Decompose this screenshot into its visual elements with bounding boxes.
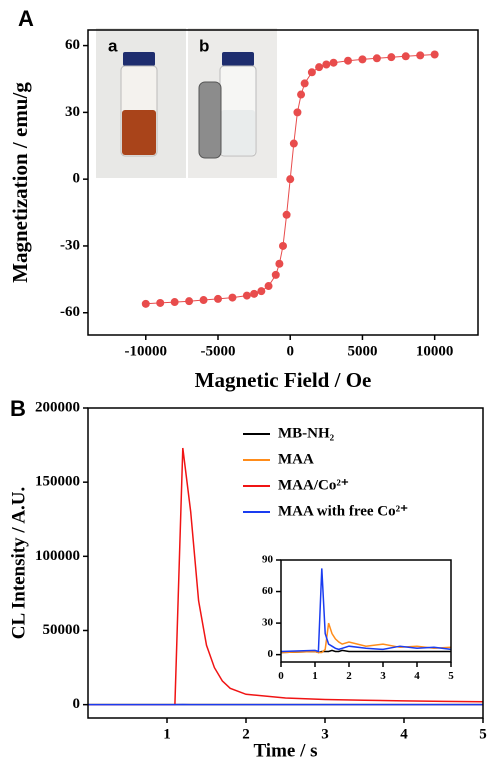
data-point: [293, 108, 302, 117]
data-point: [372, 54, 381, 63]
data-point: [401, 52, 410, 61]
legend-label: MAA/Co²⁺: [278, 477, 349, 493]
data-point: [329, 58, 338, 67]
x-tick-label: 3: [380, 670, 386, 682]
y-axis-label: CL Intensity / A.U.: [8, 487, 29, 640]
x-tick-label: 0: [278, 670, 284, 682]
data-point: [322, 60, 331, 69]
plot-frame: [87, 407, 484, 719]
y-tick-label: 0: [268, 648, 274, 660]
plot-frame: [280, 559, 452, 663]
y-tick-label: 0: [73, 696, 81, 712]
data-point: [300, 79, 309, 88]
y-tick-label: 100000: [35, 548, 80, 564]
x-tick-label: 1: [163, 726, 171, 742]
y-tick-label: 90: [262, 554, 274, 566]
photo-inset: a b: [96, 28, 277, 178]
data-point: [344, 56, 352, 65]
data-point: [185, 297, 194, 306]
y-axis-label: Magnetization / emu/g: [8, 82, 32, 283]
data-point: [199, 296, 208, 305]
y-tick-label: 60: [65, 37, 80, 53]
x-tick-label: -10000: [125, 343, 168, 359]
data-point: [264, 282, 273, 291]
x-tick-label: 5: [448, 670, 454, 682]
data-point: [141, 299, 150, 308]
y-tick-label: 200000: [35, 399, 80, 415]
photo-label: b: [199, 36, 209, 55]
data-point: [286, 175, 295, 184]
y-tick-label: 50000: [43, 622, 81, 638]
x-tick-label: -5000: [201, 343, 236, 359]
vial-liquid: [122, 110, 156, 155]
x-tick-label: 3: [321, 726, 329, 742]
data-point: [416, 51, 425, 60]
x-tick-label: 1: [312, 670, 318, 682]
data-point: [279, 241, 287, 250]
photo-label: a: [108, 36, 118, 55]
y-tick-label: 30: [65, 104, 80, 120]
series-line: [88, 447, 484, 706]
data-point: [214, 294, 222, 303]
plot-frame: [87, 29, 479, 336]
vial-cap: [123, 52, 155, 66]
inset-background: [281, 560, 451, 662]
x-tick-label: 5000: [347, 343, 377, 359]
data-point: [282, 210, 291, 219]
panel-label: A: [18, 6, 34, 31]
y-tick-label: 0: [73, 171, 81, 187]
data-point: [250, 289, 259, 298]
legend-label: MB-NH₂: [278, 425, 335, 441]
legend-label: MAA with free Co²⁺: [278, 503, 408, 519]
plot: [280, 568, 452, 654]
x-tick-label: 4: [414, 670, 420, 682]
x-tick-label: 2: [242, 726, 250, 742]
y-tick-label: 150000: [35, 474, 80, 490]
data-point: [242, 291, 251, 300]
x-tick-label: 4: [400, 726, 408, 742]
data-point: [430, 50, 439, 59]
data-point: [289, 139, 298, 148]
panel-label: B: [10, 396, 26, 421]
data-point: [271, 270, 280, 279]
data-point: [228, 293, 237, 302]
data-point: [297, 90, 306, 99]
x-tick-label: 0: [286, 343, 294, 359]
y-tick-label: -30: [60, 237, 80, 253]
data-point: [315, 63, 324, 72]
legend-label: MAA: [278, 451, 314, 467]
plot: [141, 50, 439, 308]
vial-liquid: [221, 110, 255, 155]
y-tick-label: -60: [60, 304, 80, 320]
data-point: [387, 53, 396, 62]
data-point: [156, 298, 165, 307]
magnet: [198, 81, 222, 159]
plot: [88, 447, 484, 706]
data-point: [275, 259, 284, 268]
y-tick-label: 30: [262, 617, 274, 629]
x-tick-label: 2: [346, 670, 352, 682]
data-point: [257, 287, 266, 296]
data-point: [358, 55, 367, 64]
x-axis-label: Time / s: [253, 740, 317, 761]
series-line: [280, 568, 452, 653]
x-tick-label: 5: [479, 726, 487, 742]
data-point: [170, 298, 179, 307]
data-point: [307, 68, 316, 77]
x-tick-label: 10000: [416, 343, 454, 359]
x-axis-label: Magnetic Field / Oe: [195, 368, 372, 392]
y-tick-label: 60: [262, 585, 274, 597]
vial-cap: [222, 52, 254, 66]
